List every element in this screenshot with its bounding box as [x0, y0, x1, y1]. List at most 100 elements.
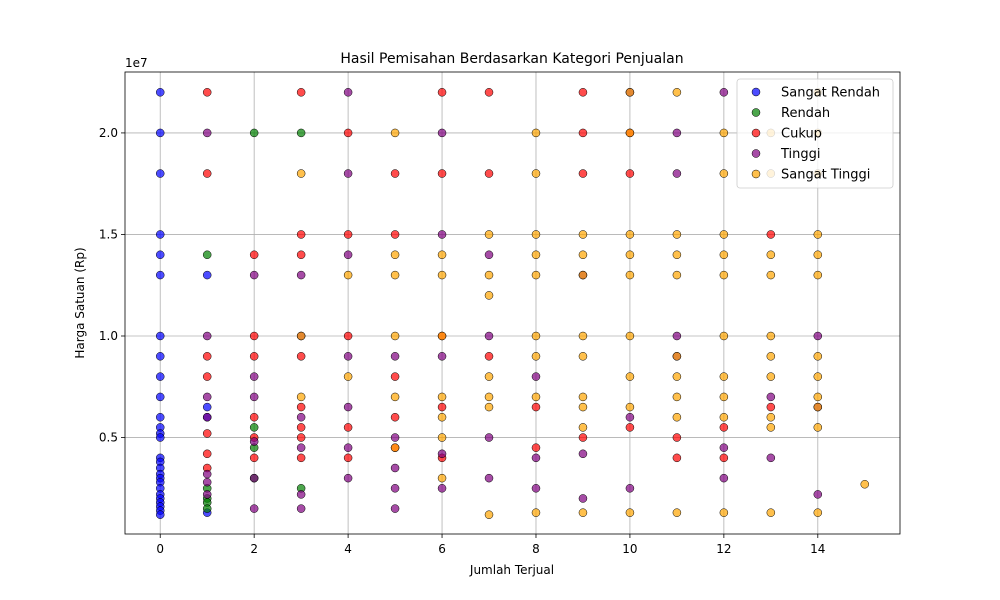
- x-tick-label: 6: [438, 542, 446, 556]
- data-point-tinggi: [484, 250, 494, 260]
- legend-label-cukup: Cukup: [781, 127, 822, 142]
- x-tick-label: 10: [622, 542, 637, 556]
- data-point-sangat-tinggi: [860, 479, 870, 489]
- data-point-sangat-tinggi: [672, 508, 682, 517]
- data-point-sangat-tinggi: [390, 331, 400, 341]
- data-point-sangat-tinggi: [766, 508, 776, 517]
- data-point-sangat-tinggi: [672, 88, 682, 97]
- data-point-tinggi: [390, 433, 400, 442]
- data-point-tinggi: [437, 230, 447, 239]
- data-point-cukup: [390, 230, 400, 239]
- data-point-sangat-tinggi: [672, 230, 682, 239]
- data-point-sangat-rendah: [155, 169, 165, 178]
- data-point-sangat-tinggi: [437, 412, 447, 422]
- data-point-sangat-tinggi: [343, 372, 353, 381]
- data-point-sangat-rendah: [155, 331, 165, 341]
- data-point-sangat-tinggi: [813, 508, 823, 517]
- data-point-tinggi: [249, 504, 259, 513]
- chart-title: Hasil Pemisahan Berdasarkan Kategori Pen…: [340, 51, 683, 67]
- data-point-cukup: [719, 453, 729, 463]
- data-point-sangat-rendah: [155, 372, 165, 381]
- x-axis-ticks: 0 2 4 6 8 10 12 14: [156, 534, 825, 556]
- data-point-sangat-rendah: [202, 402, 212, 412]
- data-point-sangat-tinggi: [578, 402, 588, 412]
- data-point-tinggi: [531, 453, 541, 463]
- legend-label-sangat-tinggi: Sangat Tinggi: [781, 168, 870, 183]
- data-point-tinggi: [296, 412, 306, 422]
- legend-box: [736, 78, 894, 189]
- data-point-sangat-tinggi: [531, 508, 541, 517]
- data-point-tinggi: [625, 484, 635, 493]
- data-point-tinggi: [672, 169, 682, 178]
- data-point-sangat-tinggi: [719, 508, 729, 517]
- data-point-sangat-tinggi: [719, 392, 729, 402]
- data-point-cukup: [672, 453, 682, 463]
- legend-marker-sangat-rendah: [751, 87, 761, 97]
- legend-label-tinggi: Tinggi: [780, 147, 821, 162]
- data-point-sangat-tinggi: [437, 250, 447, 260]
- data-point-sangat-tinggi: [719, 169, 729, 178]
- data-point-sangat-tinggi: [390, 270, 400, 280]
- data-point-cukup: [766, 230, 776, 239]
- data-point-tinggi: [296, 270, 306, 280]
- data-point-sangat-tinggi: [296, 169, 306, 178]
- data-point-sangat-tinggi: [578, 392, 588, 402]
- data-point-tinggi: [202, 412, 212, 422]
- data-point-sangat-tinggi: [813, 230, 823, 239]
- data-point-tinggi: [719, 443, 729, 452]
- data-point-sangat-tinggi: [813, 250, 823, 260]
- data-point-tinggi: [437, 484, 447, 493]
- data-point-cukup: [343, 128, 353, 138]
- data-point-tinggi: [343, 88, 353, 97]
- data-point-tinggi: [484, 331, 494, 341]
- data-point-cukup: [249, 250, 259, 260]
- data-point-cukup: [578, 88, 588, 97]
- data-point-sangat-tinggi: [672, 270, 682, 280]
- legend-marker-tinggi: [751, 149, 761, 158]
- data-point-sangat-tinggi: [766, 270, 776, 280]
- data-point-rendah: [202, 504, 212, 513]
- data-point-rendah: [249, 423, 259, 432]
- y-axis-ticks: 0.5 1.0 1.5 2.0: [99, 126, 125, 445]
- data-point-tinggi: [249, 270, 259, 280]
- data-point-tinggi: [719, 88, 729, 97]
- legend-marker-sangat-tinggi: [751, 169, 761, 179]
- data-point-tinggi: [343, 250, 353, 260]
- y-tick-label: 1.5: [99, 227, 118, 241]
- data-point-sangat-tinggi: [531, 250, 541, 260]
- data-point-sangat-tinggi: [813, 372, 823, 381]
- data-point-cukup: [202, 352, 212, 361]
- y-tick-label: 1.0: [99, 329, 118, 343]
- data-point-cukup: [296, 250, 306, 260]
- data-point-cukup: [390, 372, 400, 381]
- data-point-cukup: [296, 230, 306, 239]
- data-point-tinggi: [202, 477, 212, 487]
- data-point-tinggi: [202, 128, 212, 138]
- data-point-sangat-tinggi: [578, 352, 588, 361]
- data-point-sangat-rendah: [155, 352, 165, 361]
- data-point-tinggi: [343, 443, 353, 452]
- x-tick-label: 0: [156, 542, 164, 556]
- data-point-sangat-tinggi: [578, 423, 588, 432]
- data-point-tinggi: [719, 473, 729, 483]
- data-point-tinggi: [437, 128, 447, 138]
- plot-frame: [124, 71, 901, 535]
- data-point-tinggi: [437, 352, 447, 361]
- data-point-cukup: [766, 402, 776, 412]
- data-point-tinggi: [578, 449, 588, 459]
- data-point-cukup: [296, 433, 306, 442]
- data-point-tinggi: [672, 128, 682, 138]
- data-point-cukup: [578, 128, 588, 138]
- data-point-sangat-tinggi: [390, 443, 400, 452]
- data-point-sangat-tinggi: [672, 250, 682, 260]
- data-point-sangat-rendah: [155, 250, 165, 260]
- x-axis-label: Jumlah Terjual: [469, 563, 554, 577]
- data-point-tinggi: [672, 331, 682, 341]
- data-point-tinggi: [813, 490, 823, 499]
- data-point-sangat-tinggi: [813, 352, 823, 361]
- data-point-tinggi: [343, 402, 353, 412]
- data-point-tinggi: [296, 504, 306, 513]
- data-point-sangat-tinggi: [437, 473, 447, 483]
- data-point-sangat-tinggi: [672, 372, 682, 381]
